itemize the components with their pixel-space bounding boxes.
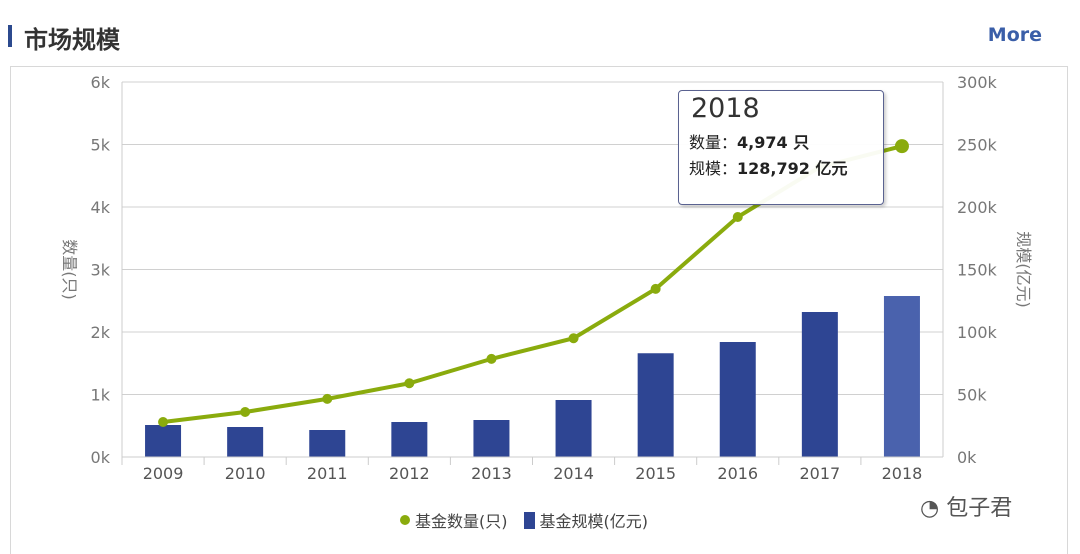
chart-panel: [10, 66, 1068, 554]
y-left-tick: 6k: [91, 73, 111, 92]
wechat-icon: ◔: [920, 496, 940, 521]
point-2010: [240, 407, 251, 417]
y-right-tick: 0k: [957, 448, 977, 467]
tooltip-scale-value: 128,792 亿元: [737, 159, 848, 178]
point-2011: [322, 393, 333, 404]
point-2014: [568, 333, 579, 344]
x-tick-label: 2009: [143, 464, 184, 483]
bar-2015: [637, 353, 674, 457]
x-tick-label: 2014: [553, 464, 594, 483]
bar-2017: [801, 312, 838, 457]
x-tick-label: 2011: [307, 464, 348, 483]
y-right-tick: 200k: [957, 198, 998, 217]
watermark-text: 包子君: [946, 496, 1013, 521]
x-tick-label: 2013: [471, 464, 512, 483]
tooltip-scale-label: 规模：: [689, 159, 738, 178]
y-left-tick: 0k: [91, 448, 111, 467]
bar-2016: [719, 342, 756, 457]
y-right-tick: 50k: [957, 386, 987, 405]
y-left-tick: 4k: [91, 198, 111, 217]
x-tick-label: 2017: [799, 464, 840, 483]
point-2009: [158, 417, 169, 427]
bar-2018: [883, 296, 920, 457]
title-accent-bar: [8, 25, 12, 47]
legend: 基金数量(只) 基金规模(亿元): [400, 508, 648, 532]
legend-label: 基金规模(亿元): [539, 512, 649, 531]
legend-square-icon: [523, 511, 535, 529]
page-title: 市场规模: [24, 26, 120, 54]
bar-2014: [555, 400, 592, 457]
y-left-tick: 1k: [91, 386, 111, 405]
y-left-tick: 2k: [91, 323, 111, 342]
legend-item-count[interactable]: 基金数量(只): [400, 508, 508, 532]
y-right-tick: 150k: [957, 261, 998, 280]
point-2018: [894, 139, 909, 154]
point-2015: [650, 283, 661, 294]
tooltip-count-label: 数量：: [689, 133, 738, 152]
legend-item-scale[interactable]: 基金规模(亿元): [523, 508, 649, 532]
legend-label: 基金数量(只): [415, 512, 508, 531]
y-left-tick: 3k: [91, 261, 111, 280]
watermark: ◔ 包子君: [920, 490, 1012, 522]
x-tick-label: 2010: [225, 464, 266, 483]
bar-2013: [473, 420, 510, 457]
bar-2012: [391, 422, 428, 457]
y-left-tick: 5k: [91, 136, 111, 155]
x-tick-label: 2015: [635, 464, 676, 483]
tooltip-year: 2018: [691, 93, 760, 124]
x-tick-label: 2018: [882, 464, 923, 483]
y-left-label: 数量(只): [60, 239, 79, 300]
tooltip: 2018 数量：4,974 只 规模：128,792 亿元: [678, 90, 884, 205]
y-right-label: 规模(亿元): [1014, 231, 1033, 308]
point-2012: [404, 378, 415, 389]
bar-2010: [227, 427, 264, 457]
point-2013: [486, 353, 497, 364]
point-2016: [732, 212, 743, 222]
more-link[interactable]: More: [987, 24, 1042, 46]
x-tick-label: 2016: [717, 464, 758, 483]
y-right-tick: 100k: [957, 323, 998, 342]
bar-2009: [145, 425, 182, 457]
y-right-tick: 300k: [957, 73, 998, 92]
tooltip-count-value: 4,974 只: [737, 133, 810, 152]
bar-2011: [309, 430, 346, 457]
legend-dot-icon: [400, 515, 410, 525]
y-right-tick: 250k: [957, 136, 998, 155]
x-tick-label: 2012: [389, 464, 430, 483]
